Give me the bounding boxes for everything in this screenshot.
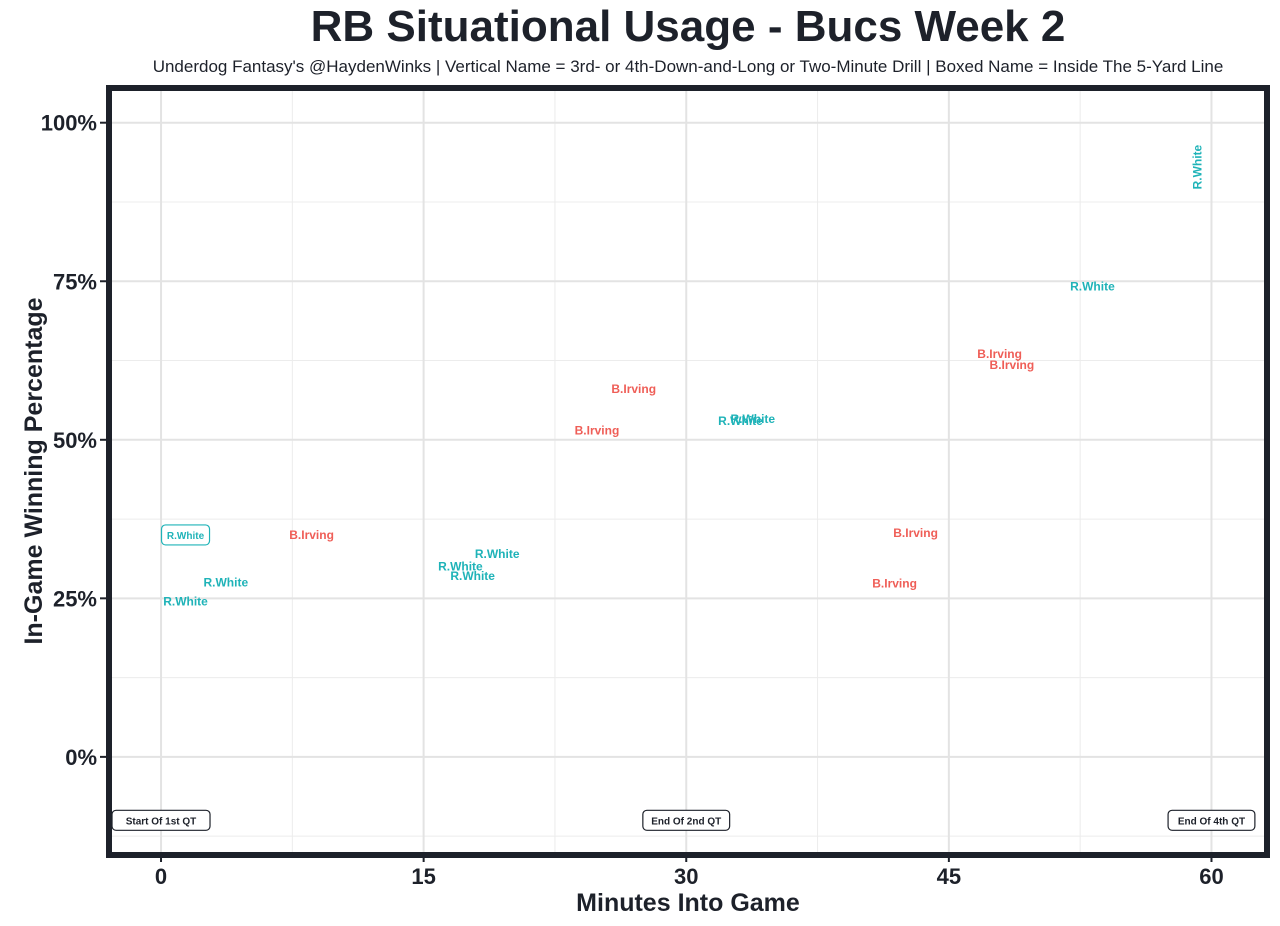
x-tick-label: 45 bbox=[937, 864, 961, 889]
point-r-white-label: R.White bbox=[718, 414, 763, 428]
plot-frame bbox=[106, 85, 1270, 858]
point-b-irving-label: B.Irving bbox=[575, 423, 620, 437]
axis-ticks: 0 15 30 45 60 0% 25% 50% 75% 100% bbox=[41, 111, 1224, 889]
x-tick-label: 15 bbox=[411, 864, 435, 889]
point-r-white-boxed-label: R.White bbox=[167, 531, 205, 542]
grid bbox=[112, 91, 1264, 852]
y-tick-label: 25% bbox=[53, 586, 97, 611]
quarter-annotation-label: End Of 2nd QT bbox=[651, 816, 721, 827]
y-tick-label: 100% bbox=[41, 111, 97, 136]
point-b-irving-label: B.Irving bbox=[872, 577, 917, 591]
quarter-annotation-box bbox=[111, 809, 211, 831]
data-points: R.WhiteR.WhiteR.WhiteB.IrvingR.WhiteR.Wh… bbox=[160, 144, 1204, 609]
quarter-annotation-box bbox=[642, 809, 731, 831]
quarter-annotation-label: Start Of 1st QT bbox=[126, 816, 197, 827]
point-b-irving-label: B.Irving bbox=[611, 382, 656, 396]
point-r-white-label: R.White bbox=[1070, 279, 1115, 293]
point-r-white-label: R.White bbox=[475, 547, 520, 561]
point-r-white-label: R.White bbox=[438, 560, 483, 574]
point-b-irving-label: B.Irving bbox=[289, 528, 334, 542]
chart-title: RB Situational Usage - Bucs Week 2 bbox=[310, 2, 1066, 51]
point-b-irving-label: B.Irving bbox=[893, 526, 938, 540]
point-b-irving-label: B.Irving bbox=[977, 347, 1022, 361]
y-tick-label: 50% bbox=[53, 428, 97, 453]
y-tick-label: 75% bbox=[53, 269, 97, 294]
point-r-white-label: R.White bbox=[450, 569, 495, 583]
point-b-irving-label: B.Irving bbox=[990, 358, 1035, 372]
x-tick-label: 30 bbox=[674, 864, 698, 889]
y-axis-label: In-Game Winning Percentage bbox=[20, 297, 48, 644]
x-tick-label: 0 bbox=[155, 864, 167, 889]
point-r-white-label: R.White bbox=[163, 595, 208, 609]
quarter-annotation-label: End Of 4th QT bbox=[1178, 816, 1245, 827]
x-tick-label: 60 bbox=[1199, 864, 1223, 889]
x-axis-label: Minutes Into Game bbox=[576, 889, 800, 917]
quarter-annotations: Start Of 1st QT End Of 2nd QT End Of 4th Q… bbox=[111, 809, 1256, 831]
y-tick-label: 0% bbox=[65, 745, 97, 770]
quarter-annotation-box bbox=[1167, 809, 1256, 831]
point-r-white-vertical-label: R.White bbox=[1190, 144, 1204, 189]
point-r-white-box bbox=[160, 524, 211, 546]
chart-subtitle: Underdog Fantasy's @HaydenWinks | Vertic… bbox=[152, 57, 1224, 76]
point-r-white-label: R.White bbox=[203, 575, 248, 589]
point-r-white-label: R.White bbox=[730, 412, 775, 426]
